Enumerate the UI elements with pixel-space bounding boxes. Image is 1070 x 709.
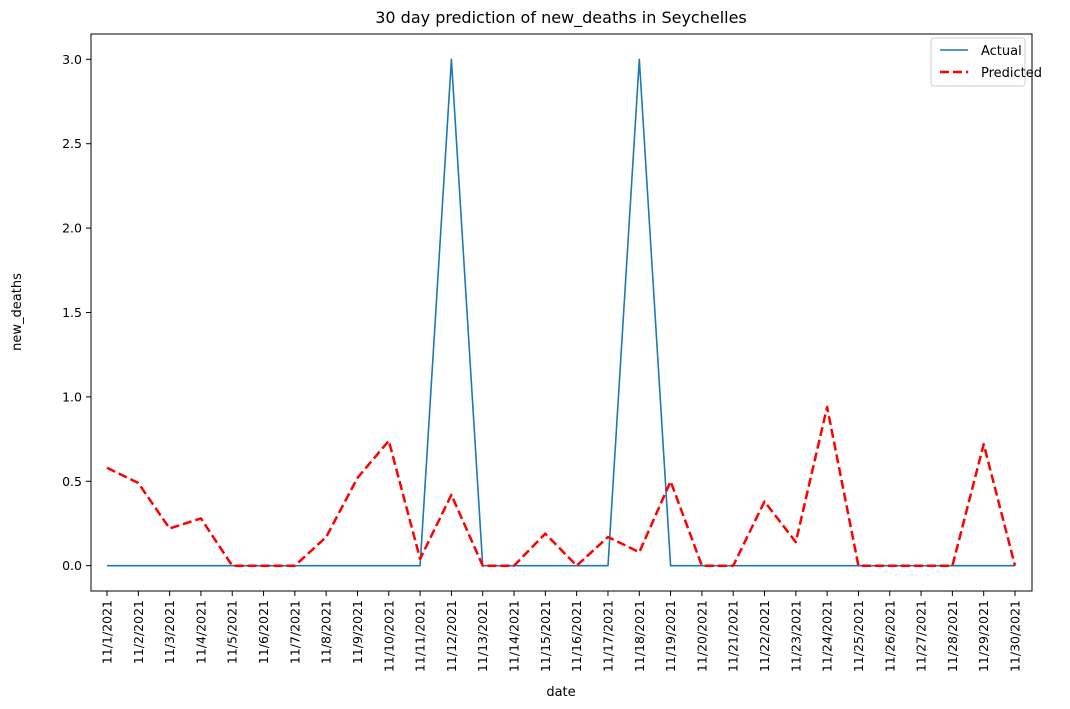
x-tick-label: 11/28/2021 xyxy=(945,600,960,672)
legend: Actual Predicted xyxy=(930,37,1042,87)
x-tick-label: 11/1/2021 xyxy=(100,600,115,664)
series-line-predicted xyxy=(106,405,1017,567)
y-axis-label: new_deaths xyxy=(10,273,25,351)
y-axis: 0.0 0.5 1.0 1.5 2.0 2.5 3.0 xyxy=(62,52,91,573)
x-tick-label: 11/6/2021 xyxy=(256,600,271,664)
x-tick-label: 11/15/2021 xyxy=(538,600,553,672)
x-axis-label: date xyxy=(546,685,575,700)
y-tick-label: 0.0 xyxy=(62,558,82,573)
x-tick-label: 11/3/2021 xyxy=(162,600,177,664)
x-axis: 11/1/2021 11/2/2021 11/3/2021 11/4/2021 11/5… xyxy=(100,591,1023,672)
legend-label-actual: Actual xyxy=(981,44,1022,59)
x-tick-label: 11/7/2021 xyxy=(287,600,302,664)
y-tick-label: 1.0 xyxy=(62,389,82,404)
y-tick-label: 2.0 xyxy=(62,221,82,236)
x-tick-label: 11/12/2021 xyxy=(444,600,459,672)
x-tick-label: 11/21/2021 xyxy=(726,600,741,672)
y-tick-label: 1.5 xyxy=(62,305,82,320)
x-tick-label: 11/22/2021 xyxy=(757,600,772,672)
x-tick-label: 11/8/2021 xyxy=(319,600,334,664)
legend-label-predicted: Predicted xyxy=(981,66,1042,81)
x-tick-label: 11/4/2021 xyxy=(193,600,208,664)
x-tick-label: 11/24/2021 xyxy=(820,600,835,672)
y-tick-label: 2.5 xyxy=(62,136,82,151)
x-tick-label: 11/26/2021 xyxy=(882,600,897,672)
x-tick-label: 11/14/2021 xyxy=(507,600,522,672)
plot-area xyxy=(90,33,1033,592)
x-tick-label: 11/20/2021 xyxy=(694,600,709,672)
x-tick-label: 11/9/2021 xyxy=(350,600,365,664)
series-line-actual xyxy=(107,58,1015,567)
x-tick-label: 11/13/2021 xyxy=(475,600,490,672)
y-tick-label: 3.0 xyxy=(62,52,82,67)
x-tick-label: 11/25/2021 xyxy=(851,600,866,672)
x-tick-label: 11/30/2021 xyxy=(1008,600,1023,672)
x-tick-label: 11/16/2021 xyxy=(569,600,584,672)
y-tick-label: 0.5 xyxy=(62,474,82,489)
x-tick-label: 11/19/2021 xyxy=(663,600,678,672)
x-tick-label: 11/5/2021 xyxy=(225,600,240,664)
x-tick-label: 11/18/2021 xyxy=(632,600,647,672)
x-tick-label: 11/23/2021 xyxy=(788,600,803,672)
x-tick-label: 11/27/2021 xyxy=(914,600,929,672)
x-tick-label: 11/11/2021 xyxy=(413,600,428,672)
x-tick-label: 11/29/2021 xyxy=(976,600,991,672)
x-tick-label: 11/10/2021 xyxy=(381,600,396,672)
x-tick-label: 11/2/2021 xyxy=(131,600,146,664)
chart-title: 30 day prediction of new_deaths in Seych… xyxy=(375,8,747,28)
x-tick-label: 11/17/2021 xyxy=(600,600,615,672)
series-lines xyxy=(106,58,1017,567)
